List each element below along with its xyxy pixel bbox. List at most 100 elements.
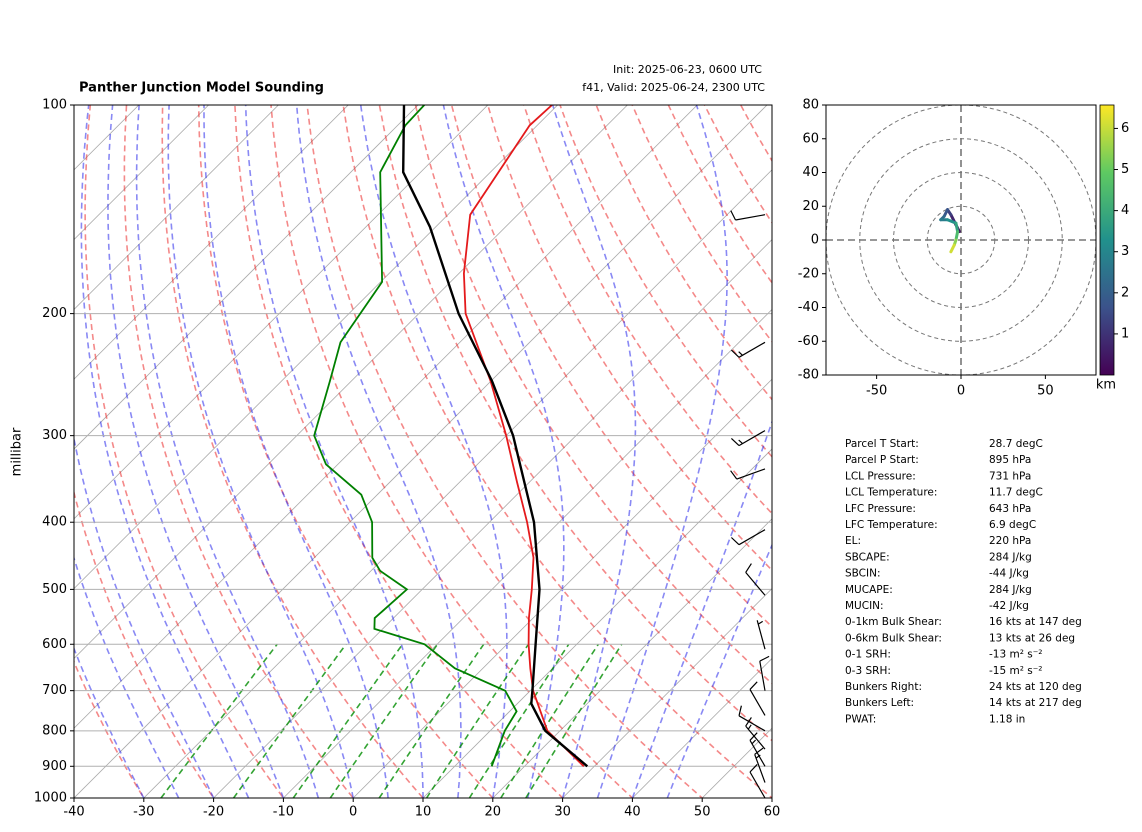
isotherm — [74, 105, 210, 241]
wind-barb — [730, 468, 766, 480]
y-tick-label: -60 — [798, 334, 819, 349]
parameter-label: LFC Temperature: — [845, 519, 938, 531]
wind-barb — [749, 763, 766, 799]
parameter-label: Parcel T Start: — [845, 438, 919, 450]
isotherm — [74, 105, 349, 380]
x-tick-label: 0 — [957, 384, 965, 399]
colorbar-tick-label: 2 — [1121, 285, 1129, 300]
wind-barb — [745, 563, 766, 596]
colorbar-tick-label: 5 — [1121, 162, 1129, 177]
x-tick-label: 50 — [1037, 384, 1054, 399]
dry-adiabat — [595, 105, 772, 401]
parameter-label: LCL Temperature: — [845, 487, 937, 499]
y-tick-label: -40 — [798, 300, 819, 315]
dry-adiabat — [270, 105, 634, 798]
dry-adiabat — [487, 105, 772, 572]
parameter-value: 16 kts at 147 deg — [989, 616, 1082, 628]
y-tick-label: 900 — [42, 759, 67, 774]
dry-adiabat — [161, 105, 425, 798]
dry-adiabat — [414, 105, 772, 685]
moist-adiabat — [74, 555, 180, 798]
dry-adiabat — [197, 105, 494, 798]
init-time: Init: 2025-06-23, 0600 UTC — [613, 63, 762, 76]
dry-adiabat — [123, 105, 355, 798]
dry-adiabat — [342, 105, 772, 798]
x-tick-label: 20 — [485, 805, 502, 820]
colorbar-tick-label: 1 — [1121, 326, 1129, 341]
dry-adiabat — [234, 105, 564, 798]
wind-barb — [754, 747, 766, 783]
moist-adiabat — [203, 105, 389, 798]
isotherm — [282, 308, 772, 798]
moist-adiabat — [74, 646, 145, 798]
y-tick-label: 0 — [811, 233, 819, 248]
x-tick-label: 0 — [349, 805, 357, 820]
mixing-ratio-line — [468, 643, 570, 798]
isotherm — [492, 518, 772, 798]
parameter-value: 1.18 in — [989, 713, 1025, 725]
dry-adiabat — [84, 105, 285, 798]
wind-barb — [730, 529, 766, 546]
mixing-ratio-line — [500, 643, 599, 798]
moist-adiabat — [442, 105, 565, 798]
isotherm — [562, 588, 772, 798]
x-tick-label: -40 — [63, 805, 84, 820]
profile-line — [401, 105, 589, 768]
y-tick-label: 800 — [42, 723, 67, 738]
parameter-value: 284 J/kg — [989, 551, 1032, 563]
isotherm — [74, 105, 628, 659]
parameter-label: 0-1 SRH: — [845, 649, 891, 661]
isotherm — [352, 378, 772, 798]
wind-barb — [730, 341, 766, 358]
parameter-label: SBCIN: — [845, 568, 881, 580]
dry-adiabat — [306, 105, 704, 798]
parameter-label: LFC Pressure: — [845, 503, 916, 515]
y-tick-label: 700 — [42, 683, 67, 698]
x-tick-label: -20 — [203, 805, 224, 820]
isotherm — [74, 105, 698, 729]
colorbar-tick-label: 4 — [1121, 203, 1129, 218]
parameter-label: Bunkers Left: — [845, 697, 914, 709]
y-tick-label: 500 — [42, 582, 67, 597]
x-tick-label: -50 — [866, 384, 887, 399]
x-tick-label: 40 — [624, 805, 641, 820]
wind-barb — [759, 655, 770, 691]
parameter-value: -15 m² s⁻² — [989, 665, 1042, 677]
colorbar-tick-label: 3 — [1121, 244, 1129, 259]
parameter-value: 13 kts at 26 deg — [989, 632, 1075, 644]
parameter-value: 11.7 degC — [989, 487, 1043, 499]
wind-barb — [730, 210, 766, 221]
y-tick-label: 400 — [42, 515, 67, 530]
moist-adiabat — [631, 419, 772, 798]
moist-adiabat — [666, 543, 772, 798]
moist-adiabat — [244, 105, 424, 798]
y-tick-label: 40 — [802, 165, 819, 180]
x-tick-label: 60 — [764, 805, 781, 820]
colorbar — [1099, 104, 1115, 376]
moist-adiabat — [359, 105, 508, 798]
y-tick-label: 20 — [802, 199, 819, 214]
skewt-background — [74, 105, 1142, 813]
isotherm — [213, 239, 772, 798]
moist-adiabat — [551, 105, 637, 798]
parameter-label: PWAT: — [845, 713, 876, 725]
y-axis-label: millibar — [10, 427, 25, 476]
wind-barb — [730, 430, 766, 447]
x-tick-label: 10 — [415, 805, 432, 820]
mixing-ratio-line — [425, 643, 530, 798]
parameter-value: -42 J/kg — [989, 600, 1029, 612]
wind-barb — [756, 620, 766, 650]
parameter-label: EL: — [845, 535, 861, 547]
y-tick-label: 600 — [42, 637, 67, 652]
dry-adiabat — [777, 105, 1142, 813]
x-tick-label: 50 — [694, 805, 711, 820]
skewt-data — [313, 105, 589, 768]
isotherm — [771, 797, 772, 798]
y-tick-label: 100 — [42, 98, 67, 113]
valid-time: f41, Valid: 2025-06-24, 2300 UTC — [582, 81, 765, 94]
isotherm — [143, 169, 772, 798]
wind-barb — [745, 717, 766, 750]
dry-adiabat — [739, 105, 772, 163]
parameter-value: 6.9 degC — [989, 519, 1036, 531]
parameter-value: 895 hPa — [989, 454, 1031, 466]
